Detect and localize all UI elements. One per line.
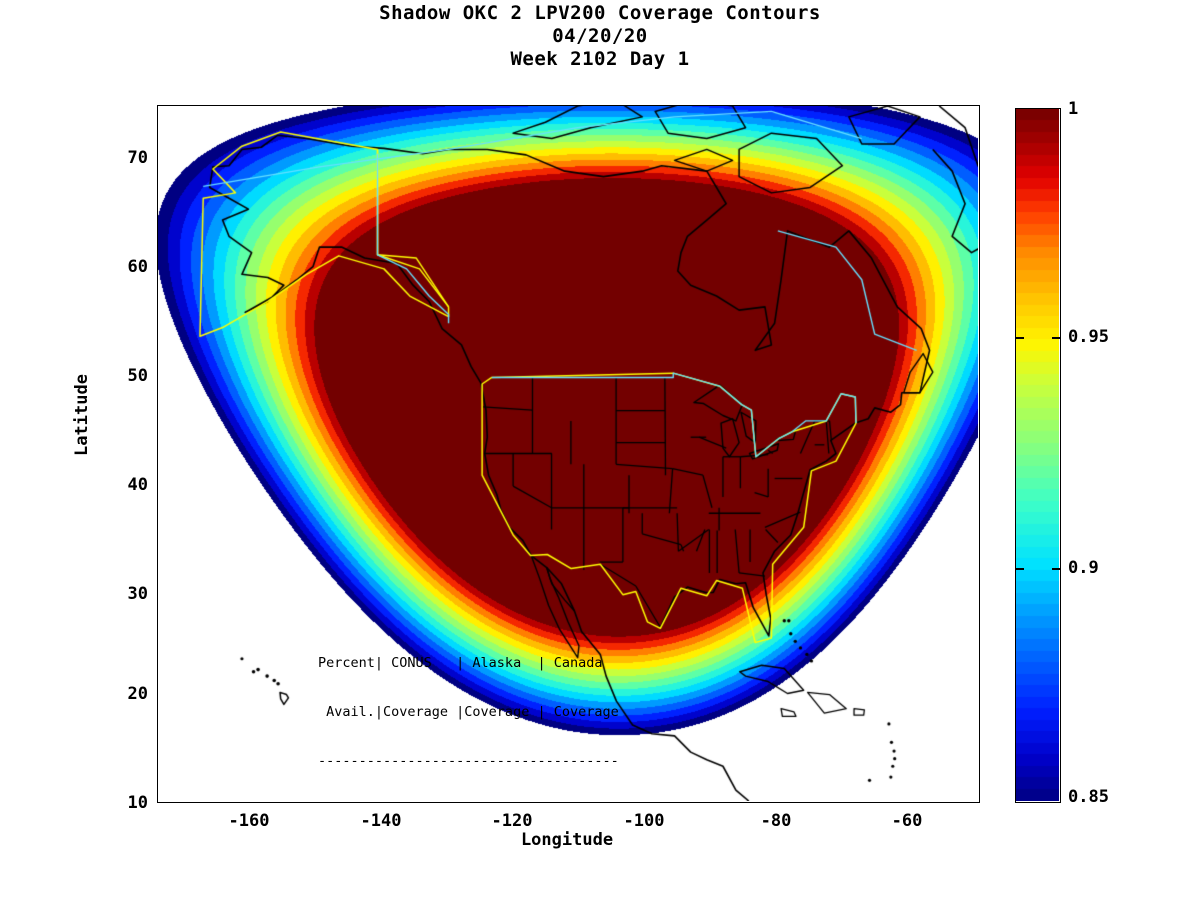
x-tick-label: -120 (491, 811, 533, 831)
stats-header-row-2: Avail.|Coverage |Coverage | Coverage (318, 704, 619, 721)
colorbar-tick-label: 0.95 (1068, 327, 1109, 347)
colorbar[interactable] (1015, 108, 1061, 803)
coverage-contour-canvas (158, 106, 978, 801)
colorbar-gradient (1016, 109, 1059, 801)
title-line-3: Week 2102 Day 1 (510, 48, 690, 70)
y-tick-label: 30 (127, 584, 148, 604)
coverage-stats-table: Percent| CONUS | Alaska | Canada Avail.|… (318, 622, 619, 803)
y-tick-label: 50 (127, 366, 148, 386)
stats-separator-rule: ------------------------------------- (318, 753, 619, 770)
y-axis-title: Latitude (72, 374, 92, 456)
x-tick-label: -100 (623, 811, 665, 831)
colorbar-tick-label: 1 (1068, 99, 1079, 119)
y-tick-label: 20 (127, 684, 148, 704)
y-tick-label: 70 (127, 148, 148, 168)
x-tick-label: -60 (891, 811, 923, 831)
title-line-2: 04/20/20 (552, 25, 648, 47)
colorbar-tick (1015, 568, 1024, 570)
stats-header-row-1: Percent| CONUS | Alaska | Canada (318, 654, 603, 671)
chart-title-block: Shadow OKC 2 LPV200 Coverage Contours 04… (0, 2, 1200, 71)
colorbar-tick (1015, 337, 1024, 339)
y-tick-label: 40 (127, 475, 148, 495)
colorbar-tick (1052, 337, 1061, 339)
x-tick-label: -140 (360, 811, 402, 831)
colorbar-tick-label: 0.9 (1068, 558, 1099, 578)
x-axis-title: Longitude (520, 830, 614, 850)
y-tick-label: 10 (127, 793, 148, 813)
x-tick-label: -80 (760, 811, 792, 831)
table-row: 95 | 100.00% | 99.32% | 100.00% (318, 802, 619, 803)
x-tick-label: -160 (228, 811, 270, 831)
y-tick-label: 60 (127, 257, 148, 277)
colorbar-tick (1052, 568, 1061, 570)
colorbar-tick-label: 0.85 (1068, 787, 1109, 807)
title-line-1: Shadow OKC 2 LPV200 Coverage Contours (379, 2, 821, 24)
coverage-map-plot[interactable]: Percent| CONUS | Alaska | Canada Avail.|… (157, 105, 980, 803)
